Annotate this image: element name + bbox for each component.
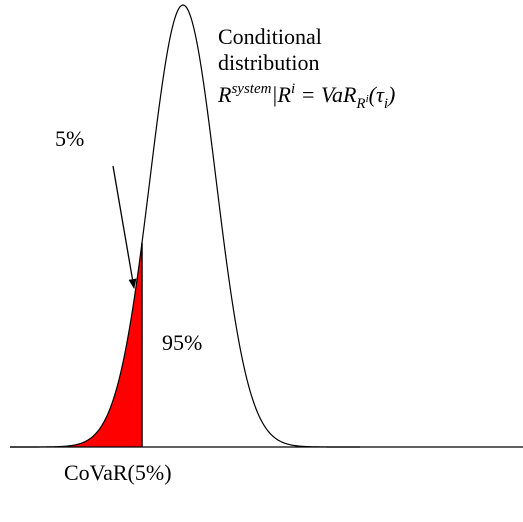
formula-part: (τ	[369, 82, 385, 107]
formula-part: R	[355, 96, 365, 112]
formula-part: = VaR	[295, 82, 357, 107]
tail-area	[10, 242, 142, 447]
title-line: distribution	[218, 50, 319, 75]
formula-part: |R	[271, 82, 291, 107]
arrow	[112, 165, 137, 289]
density-curve	[10, 4, 360, 448]
formula-part: )	[386, 82, 395, 107]
title-line: Conditional	[218, 24, 322, 49]
formula-part: i	[366, 93, 369, 105]
tail-label: 5%	[55, 126, 84, 151]
formula: Rsystem​|Ri​ = VaRRi(τi​)	[217, 81, 395, 112]
quantile-label: CoVaR(5%)	[64, 460, 172, 485]
formula-part: i	[291, 81, 295, 97]
formula-part: R	[217, 82, 232, 107]
formula-part: system	[231, 81, 271, 97]
formula-part: i	[384, 96, 388, 112]
body-label: 95%	[162, 330, 202, 355]
